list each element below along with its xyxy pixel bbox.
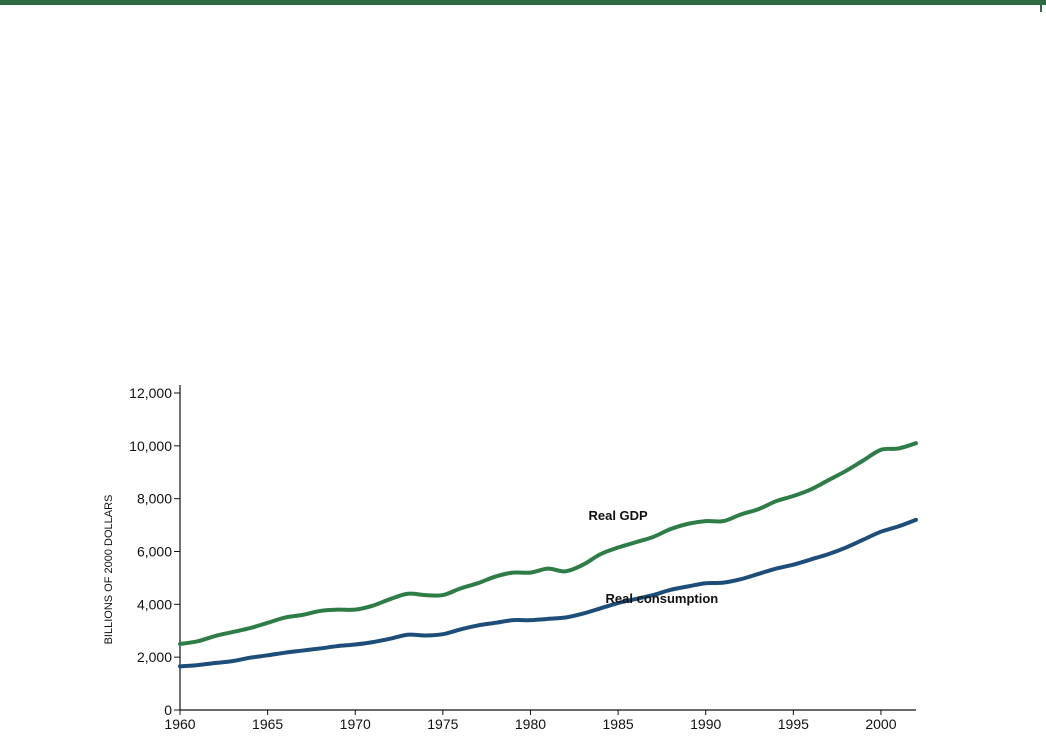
y-tick-label: 4,000 bbox=[137, 596, 172, 612]
series-line-real-gdp bbox=[178, 441, 918, 646]
series-lines bbox=[178, 441, 918, 669]
y-tick-label: 10,000 bbox=[129, 438, 172, 454]
x-tick-label: 1975 bbox=[427, 716, 458, 732]
x-tick-label: 2000 bbox=[865, 716, 896, 732]
x-tick-label: 1970 bbox=[340, 716, 371, 732]
x-tick-label: 1985 bbox=[603, 716, 634, 732]
y-tick-label: 12,000 bbox=[129, 385, 172, 401]
x-ticks: 1960 1965 1970 1975 1980 1985 1990 1995 2000 bbox=[164, 710, 897, 732]
series-labels: Real GDP Real consumption bbox=[588, 508, 718, 606]
top-rule bbox=[0, 0, 1046, 5]
y-tick-label: 8,000 bbox=[137, 491, 172, 507]
x-tick-label: 1965 bbox=[252, 716, 283, 732]
y-tick-label: 0 bbox=[164, 702, 172, 718]
axes bbox=[179, 385, 916, 711]
series-line-real-consumption bbox=[178, 517, 918, 669]
x-tick-label: 1980 bbox=[515, 716, 546, 732]
series-label-real-consumption: Real consumption bbox=[606, 591, 719, 606]
y-tick-label: 2,000 bbox=[137, 649, 172, 665]
top-rule-corner bbox=[1040, 0, 1042, 12]
y-axis-title: BILLIONS OF 2000 DOLLARS bbox=[103, 495, 115, 645]
y-tick-label: 6,000 bbox=[137, 544, 172, 560]
x-tick-label: 1990 bbox=[690, 716, 721, 732]
x-tick-label: 1960 bbox=[164, 716, 195, 732]
y-ticks: 0 2,000 4,000 6,000 8,000 10,000 12,000 bbox=[129, 385, 180, 718]
series-label-real-gdp: Real GDP bbox=[588, 508, 648, 523]
x-tick-label: 1995 bbox=[778, 716, 809, 732]
